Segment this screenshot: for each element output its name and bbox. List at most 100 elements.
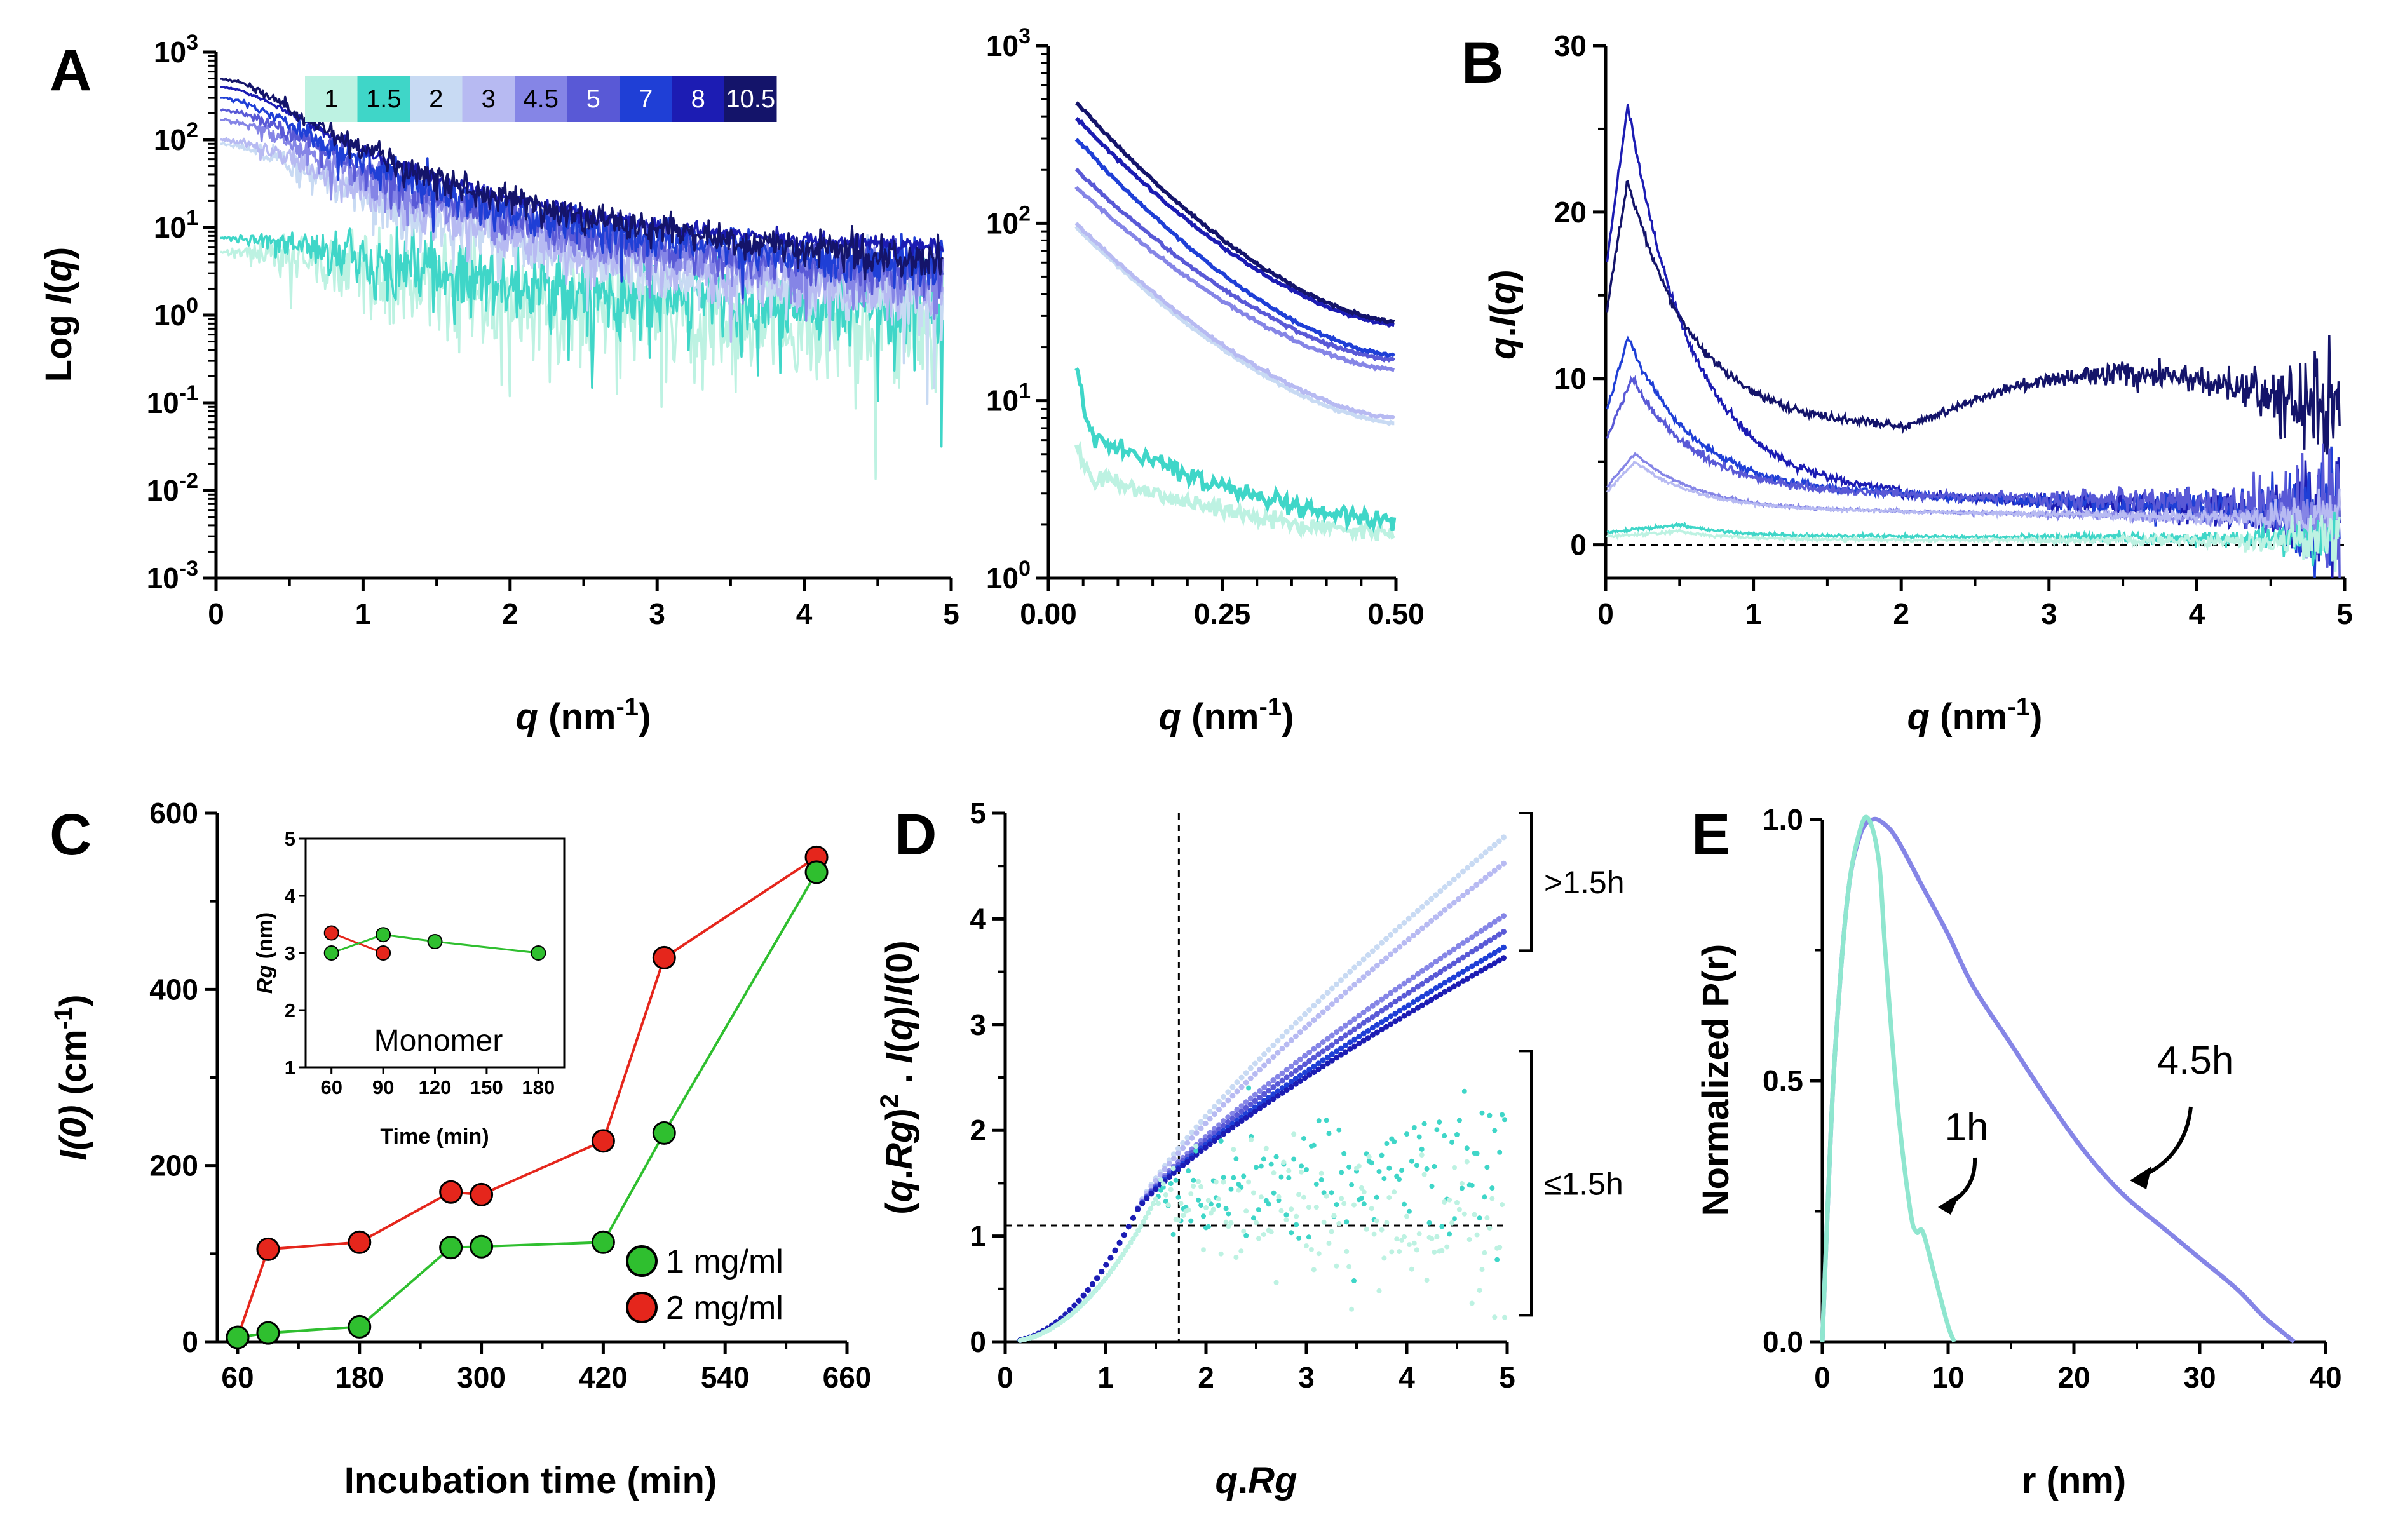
- data-point: [1184, 1159, 1191, 1165]
- data-point: [1351, 1036, 1358, 1043]
- data-point: [1211, 1111, 1217, 1118]
- data-point: [1320, 1009, 1326, 1015]
- data-point: [1351, 964, 1358, 971]
- data-point: [1313, 1205, 1319, 1210]
- data-point: [1501, 944, 1507, 950]
- data-point: [1234, 1112, 1240, 1118]
- data-point: [1461, 1211, 1467, 1217]
- x-tick-label: 1: [1745, 597, 1762, 630]
- data-point: [1276, 1198, 1282, 1203]
- x-tick-label: 1: [1097, 1361, 1114, 1394]
- data-point: [1266, 1095, 1272, 1101]
- y-tick-label: 101: [154, 206, 198, 244]
- data-point: [1439, 1224, 1445, 1229]
- data-point: [1270, 1077, 1277, 1083]
- bracket-label: >1.5h: [1544, 865, 1625, 900]
- data-point: [1338, 1045, 1344, 1051]
- data-point: [1279, 1085, 1285, 1091]
- data-point: [1414, 1004, 1421, 1011]
- data-point: [1243, 1079, 1249, 1086]
- data-point: [1446, 880, 1453, 886]
- data-point: [1275, 1081, 1281, 1087]
- data-point: [1501, 913, 1507, 919]
- data-point: [1329, 1057, 1335, 1064]
- data-point: [1210, 1206, 1216, 1212]
- data-point: [1304, 1243, 1309, 1249]
- data-point: [1302, 1053, 1308, 1059]
- y-tick-label: 0: [182, 1325, 198, 1358]
- x-tick-label: 0: [1814, 1361, 1831, 1394]
- data-point: [1283, 1067, 1290, 1073]
- data-point: [1311, 1017, 1317, 1023]
- data-point: [1416, 1134, 1422, 1140]
- data-point: [1428, 975, 1435, 981]
- data-point: [1437, 888, 1444, 895]
- data-point: [1338, 993, 1344, 999]
- data-point: [1221, 1093, 1227, 1100]
- data-point: [1494, 1257, 1500, 1262]
- data-point: [1386, 1165, 1392, 1171]
- data-point: [1339, 1196, 1344, 1201]
- data-point: [1478, 853, 1484, 860]
- data-point: [1374, 1194, 1379, 1200]
- y-tick-label: 200: [149, 1149, 198, 1182]
- y-tick-label: 3: [285, 942, 295, 964]
- data-point: [1456, 1118, 1462, 1123]
- data-point: [1419, 968, 1425, 974]
- data-point: [1419, 994, 1425, 1000]
- data-point: [1454, 1200, 1460, 1205]
- data-point: [1148, 1184, 1155, 1190]
- data-point: [1491, 934, 1498, 940]
- data-point: [1135, 1206, 1141, 1212]
- data-point: [1170, 1151, 1177, 1158]
- data-point: [1419, 1146, 1425, 1152]
- data-point: [1261, 1098, 1268, 1104]
- data-point: [1289, 1206, 1294, 1212]
- data-point: [1283, 1082, 1290, 1088]
- data-point: [1442, 966, 1448, 972]
- data-point: [1193, 1148, 1199, 1154]
- data-point: [1361, 1201, 1367, 1207]
- data-point: [1155, 1201, 1161, 1206]
- panel-a-main: 0 1 2 3 4 5 103 102 101 100 10-1 10-2 10-3 1 1.5 2 3 4.5 5…: [38, 30, 959, 738]
- data-point: [1076, 1297, 1082, 1304]
- data-point: [1397, 924, 1403, 930]
- data-point: [1257, 1067, 1263, 1073]
- y-tick-label: 10-1: [147, 381, 198, 419]
- data-point: [1218, 1251, 1224, 1257]
- data-point: [1203, 1205, 1209, 1210]
- pr-curve-1h: [1820, 814, 1957, 1343]
- x-axis-title: r (nm): [2022, 1460, 2126, 1501]
- data-point: [1497, 1149, 1503, 1155]
- legend-marker: [626, 1292, 658, 1323]
- data-point: [1261, 1232, 1266, 1237]
- data-point: [1360, 1030, 1367, 1037]
- data-point: [1406, 1242, 1412, 1248]
- data-point: [1225, 1089, 1231, 1095]
- data-point: [1135, 1227, 1141, 1233]
- data-point: [1329, 1190, 1334, 1196]
- data-point: [1184, 1135, 1191, 1141]
- x-tick-label: 4: [1399, 1361, 1415, 1394]
- data-point: [1369, 1003, 1376, 1009]
- data-point: [1392, 1189, 1397, 1195]
- data-point: [1376, 1169, 1382, 1174]
- data-point: [1347, 1046, 1353, 1052]
- data-point: [1281, 1159, 1287, 1165]
- data-point: [1402, 1201, 1407, 1207]
- data-point: [1419, 925, 1425, 931]
- series-line-7: [1074, 138, 1396, 358]
- data-point: [1419, 903, 1425, 910]
- data-point: [1442, 952, 1448, 959]
- data-point: [1226, 1211, 1231, 1217]
- data-point: [1266, 1058, 1272, 1064]
- data-point: [1369, 948, 1376, 954]
- data-point: [1160, 1181, 1166, 1187]
- data-point: [1356, 960, 1362, 966]
- data-point: [1193, 1130, 1200, 1136]
- data-point: [1318, 1170, 1324, 1176]
- data-point: [1292, 1020, 1299, 1026]
- data-point: [1424, 990, 1430, 997]
- data-point: [1469, 885, 1475, 891]
- data-point: [1341, 1201, 1347, 1206]
